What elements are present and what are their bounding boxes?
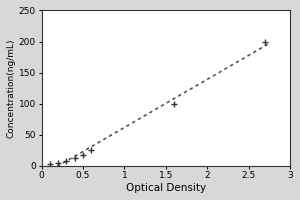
- X-axis label: Optical Density: Optical Density: [126, 183, 206, 193]
- Y-axis label: Concentration(ng/mL): Concentration(ng/mL): [7, 38, 16, 138]
